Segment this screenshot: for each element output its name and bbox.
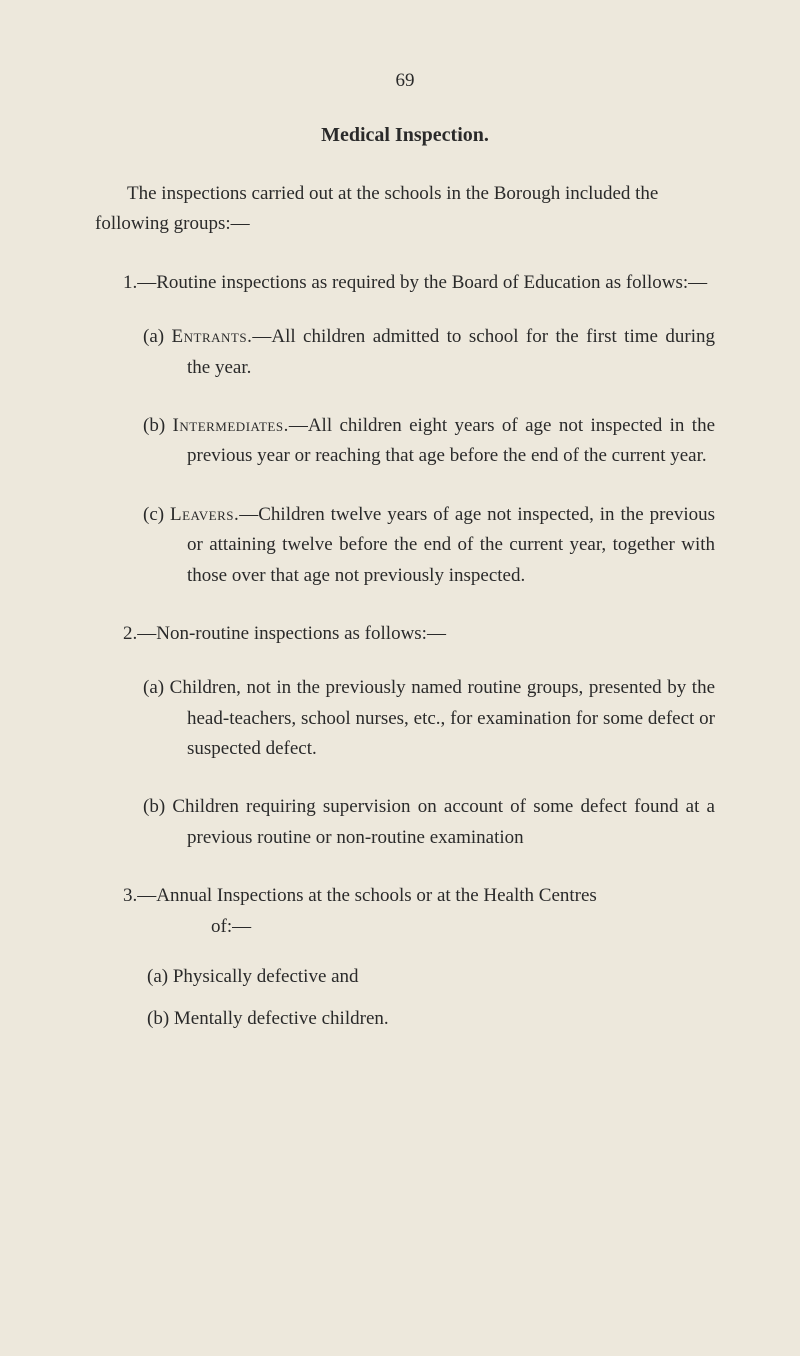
section-2-heading: 2.—Non-routine inspections as follows:— bbox=[123, 619, 715, 649]
item-text: Mentally defective children. bbox=[174, 1008, 389, 1029]
intro-paragraph: The inspections carried out at the schoo… bbox=[95, 179, 715, 240]
section-1-item-b: (b) Intermediates.—All children eight ye… bbox=[187, 411, 715, 472]
item-label: (b) bbox=[143, 796, 165, 817]
section-1-item-c: (c) Leavers.—Children twelve years of ag… bbox=[187, 500, 715, 591]
section-3-item-b: (b) Mentally defective children. bbox=[147, 1004, 715, 1034]
page-number: 69 bbox=[95, 70, 715, 92]
item-text: —Children twelve years of age not inspec… bbox=[187, 504, 715, 586]
section-1-item-a: (a) Entrants.—All children admitted to s… bbox=[187, 322, 715, 383]
item-text: Children requiring supervision on accoun… bbox=[172, 796, 715, 847]
section-2-item-b: (b) Children requiring supervision on ac… bbox=[187, 792, 715, 853]
item-caps: Intermediates. bbox=[173, 415, 289, 436]
section-3-item-a: (a) Physically defective and bbox=[147, 962, 715, 992]
item-label: (c) bbox=[143, 504, 164, 525]
item-caps: Entrants. bbox=[172, 326, 253, 347]
item-caps: Leavers. bbox=[170, 504, 239, 525]
item-label: (a) bbox=[143, 326, 164, 347]
item-text: —All children admitted to school for the… bbox=[187, 326, 715, 377]
item-label: (b) bbox=[147, 1008, 169, 1029]
item-label: (a) bbox=[143, 677, 164, 698]
item-text: Physically defective and bbox=[173, 966, 359, 987]
item-label: (a) bbox=[147, 966, 168, 987]
section-3-line2: of:— bbox=[211, 916, 251, 937]
item-text: Children, not in the previously named ro… bbox=[170, 677, 715, 759]
document-title: Medical Inspection. bbox=[95, 124, 715, 147]
item-label: (b) bbox=[143, 415, 165, 436]
section-3-heading: 3.—Annual Inspections at the schools or … bbox=[123, 881, 715, 942]
section-3-line1: 3.—Annual Inspections at the schools or … bbox=[123, 885, 597, 906]
section-2-item-a: (a) Children, not in the previously name… bbox=[187, 673, 715, 764]
section-1-heading: 1.—Routine inspections as required by th… bbox=[143, 268, 715, 298]
